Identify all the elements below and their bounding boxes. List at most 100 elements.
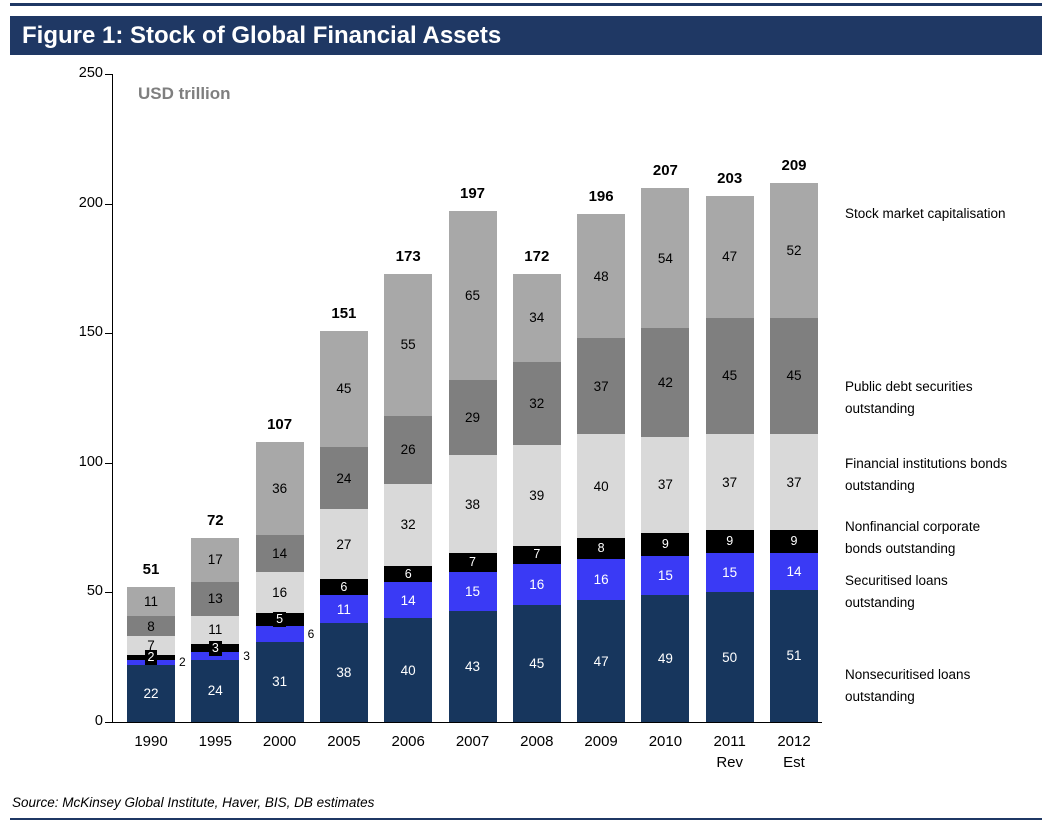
segment-nonsecuritised-loans: 38 (319, 623, 368, 722)
segment-public-debt-securities: 45 (770, 317, 818, 435)
bar-total-label: 196 (588, 187, 614, 205)
bar-2000: 36 14 16 5 6 31 (255, 442, 314, 722)
segment-value-label: 15 (464, 583, 481, 599)
legend-stock-market-capitalisation: Stock market capitalisation (845, 206, 1006, 221)
segment-value-label: 51 (786, 648, 802, 664)
segment-nonfinancial-corporate-bonds: 5 (255, 612, 304, 628)
bar-1995: 17 13 11 3 3 24 (191, 537, 250, 722)
segment-value-label: 27 (336, 536, 352, 552)
segment-nonsecuritised-loans: 47 (577, 600, 626, 722)
segment-value-label: 29 (464, 409, 481, 425)
figure-title-bar: Figure 1: Stock of Global Financial Asse… (10, 16, 1042, 55)
segment-value-label: 26 (400, 442, 416, 458)
segment-financial-institutions-bonds: 37 (641, 436, 690, 533)
segment-nonfinancial-corporate-bonds: 9 (770, 530, 818, 554)
segment-value-label: 7 (147, 638, 155, 653)
segment-stock-market-capitalisation: 65 (448, 211, 497, 380)
segment-value-label: 11 (208, 622, 223, 638)
segment-nonsecuritised-loans: 22 (127, 664, 175, 722)
segment-nonfinancial-corporate-bonds: 9 (705, 530, 754, 554)
bar-total-label: 209 (781, 156, 807, 174)
segment-securitised-loans: 14 (384, 582, 433, 619)
segment-value-label: 37 (657, 477, 673, 493)
segment-value-label: 8 (594, 540, 608, 556)
segment-financial-institutions-bonds: 27 (319, 509, 368, 580)
x-axis-label: 2011 Rev (697, 731, 763, 773)
x-axis-label-year: 2011 (713, 733, 746, 750)
x-axis-label-year: 2000 (262, 733, 297, 750)
segment-nonfinancial-corporate-bonds: 9 (641, 532, 690, 557)
segment-value-label: 3 (208, 640, 222, 656)
segment-public-debt-securities: 42 (641, 328, 690, 437)
segment-public-debt-securities: 24 (319, 447, 368, 510)
segment-financial-institutions-bonds: 32 (384, 483, 433, 567)
segment-value-label: 49 (657, 650, 673, 666)
segment-value-label: 15 (657, 568, 673, 583)
x-axis-label: 2012 Est (761, 731, 827, 773)
segment-nonsecuritised-loans: 49 (641, 594, 690, 722)
segment-securitised-loans: 15 (705, 553, 754, 593)
x-axis-label: 2009 (568, 731, 634, 752)
bar-total-label: 203 (717, 169, 743, 187)
x-axis-label-year: 2007 (455, 733, 490, 750)
x-axis-label-year: 1990 (134, 733, 168, 750)
segment-securitised-loans: 14 (770, 553, 818, 590)
segment-value-label: 7 (530, 547, 544, 563)
segment-financial-institutions-bonds: 37 (770, 434, 818, 531)
segment-value-label: 6 (307, 626, 315, 641)
segment-value-label: 36 (272, 481, 288, 497)
segment-value-label: 14 (272, 546, 288, 561)
legend-nonfinancial-corporate-bonds: Nonfinancial corporate bonds outstanding (845, 519, 981, 556)
segment-value-label: 16 (272, 584, 288, 600)
bar-total-label: 173 (395, 247, 421, 265)
segment-value-label: 6 (337, 579, 351, 595)
segment-securitised-loans: 11 (319, 594, 368, 624)
y-tick-mark (105, 462, 112, 464)
segment-stock-market-capitalisation: 48 (577, 213, 626, 339)
segment-stock-market-capitalisation: 34 (512, 273, 561, 362)
bar-total-label: 151 (331, 304, 357, 322)
segment-value-label: 24 (207, 683, 223, 699)
x-axis-label: 2006 (375, 731, 441, 752)
segment-financial-institutions-bonds: 38 (448, 455, 497, 554)
segment-value-label: 55 (400, 337, 416, 353)
y-tick-mark (105, 333, 112, 335)
segment-public-debt-securities: 14 (255, 535, 304, 572)
segment-value-label: 47 (722, 249, 738, 265)
segment-value-label: 3 (243, 648, 250, 663)
segment-value-label: 40 (593, 478, 609, 494)
top-border-rule (10, 3, 1042, 6)
segment-value-label: 52 (786, 242, 802, 258)
segment-value-label: 38 (464, 496, 481, 512)
segment-public-debt-securities: 45 (705, 317, 754, 435)
y-tick-label: 0 (94, 713, 103, 729)
segment-value-label: 13 (207, 591, 223, 607)
x-axis-label: 1990 (118, 731, 184, 752)
segment-value-label: 37 (722, 474, 738, 490)
segment-securitised-loans: 3 (191, 649, 250, 663)
segment-value-label: 2 (179, 655, 186, 670)
x-axis-label-year: 2009 (584, 733, 618, 750)
x-axis-label: 2000 (247, 731, 313, 752)
source-note: Source: McKinsey Global Institute, Haver… (12, 795, 375, 810)
bar-total-label: 107 (267, 416, 293, 434)
segment-value-label: 14 (786, 564, 802, 580)
figure-title: Figure 1: Stock of Global Financial Asse… (22, 21, 502, 49)
x-axis-label-year: 2012 (777, 733, 811, 750)
bar-2010: 54 42 37 9 15 49 (641, 188, 690, 722)
segment-value-label: 40 (400, 662, 416, 678)
segment-nonfinancial-corporate-bonds: 7 (448, 553, 497, 572)
segment-value-label: 6 (401, 566, 415, 582)
legend-public-debt-securities: Public debt securities outstanding (845, 379, 973, 416)
segment-stock-market-capitalisation: 54 (641, 188, 690, 328)
x-axis-label: 2005 (311, 731, 377, 752)
segment-value-label: 31 (272, 674, 288, 690)
segment-value-label: 45 (786, 368, 802, 384)
bar-2012: 52 45 37 9 14 51 (770, 182, 818, 722)
bar-2007: 65 29 38 7 15 43 (448, 211, 497, 722)
segment-value-label: 16 (593, 571, 609, 587)
segment-financial-institutions-bonds: 40 (577, 434, 626, 538)
y-tick-label: 100 (78, 453, 103, 470)
segment-nonfinancial-corporate-bonds: 6 (384, 566, 433, 582)
y-tick-label: 250 (78, 65, 103, 81)
